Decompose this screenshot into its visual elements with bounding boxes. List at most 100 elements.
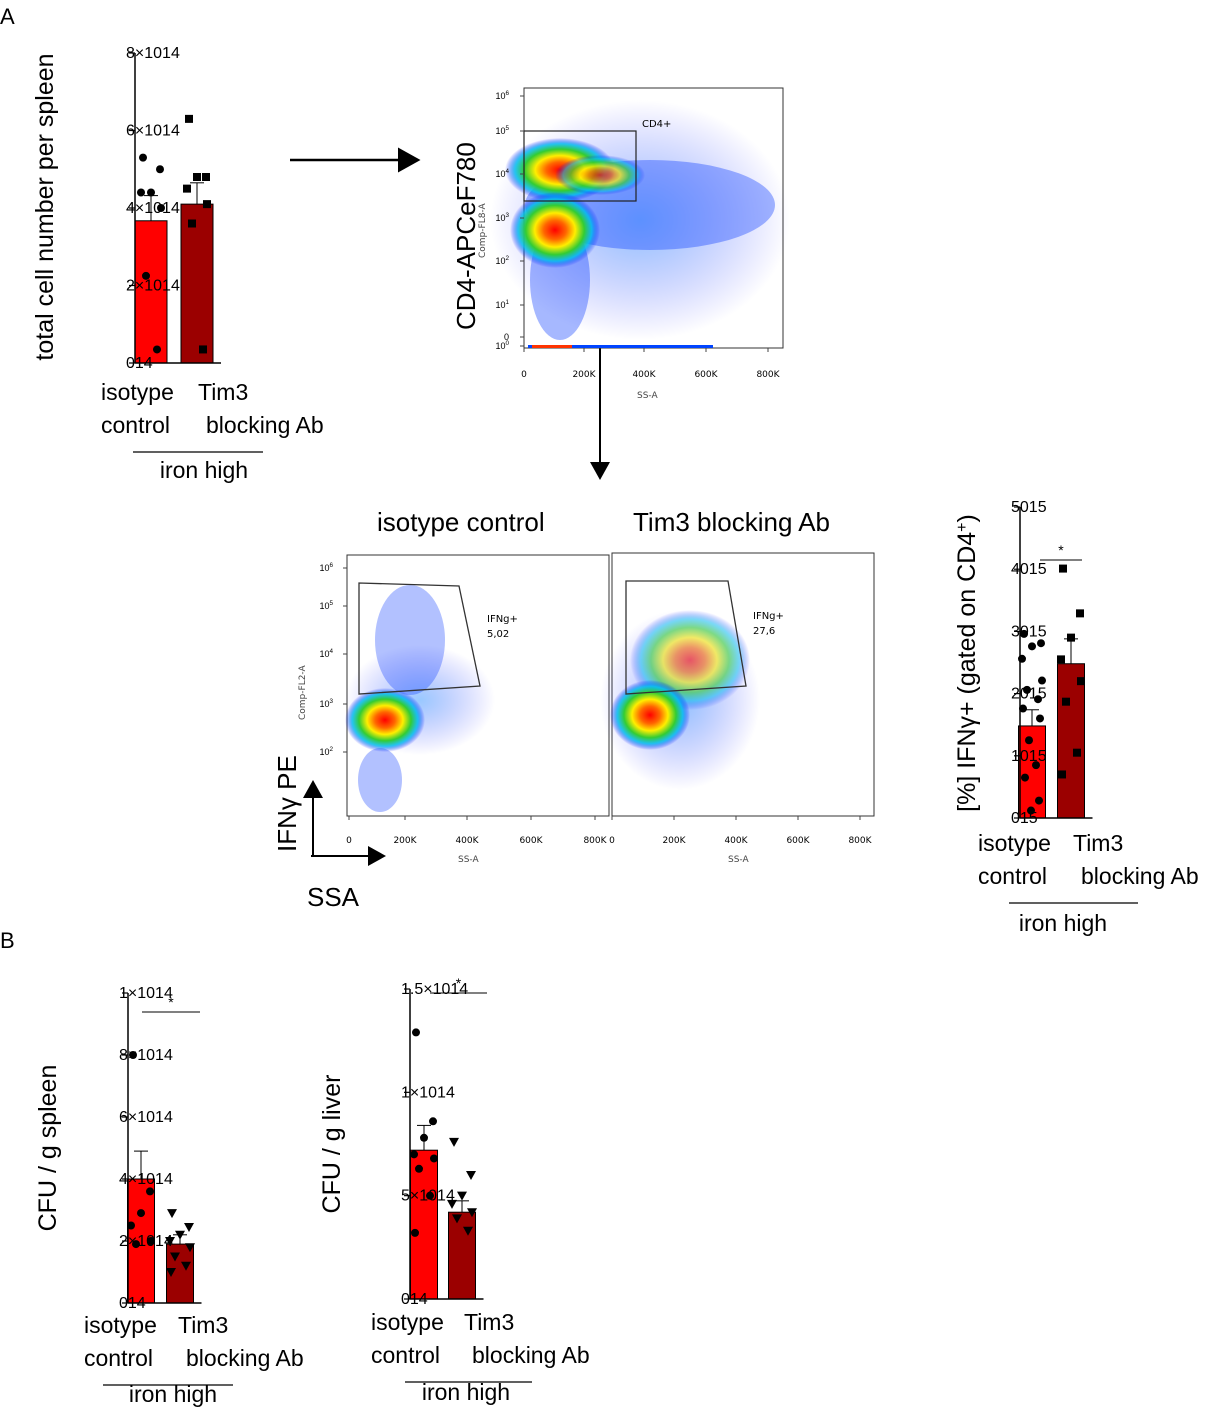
ifng_pct-group-label: iron high bbox=[1019, 910, 1107, 936]
ifng-blocking-gate-value: 27,6 bbox=[753, 626, 775, 637]
cd4-x-ticks: 0 200K 400K 600K 800K bbox=[521, 348, 781, 380]
ifng_pct-point bbox=[1035, 796, 1043, 805]
cd4-x-tick-label: 400K bbox=[632, 370, 656, 380]
ifng_pct-point bbox=[1077, 677, 1085, 686]
spleen_cells-point bbox=[156, 165, 164, 174]
text: 2×1014 bbox=[119, 1233, 173, 1250]
ifng_pct-point bbox=[1059, 564, 1067, 573]
cd4-axis-channel: Comp-FL8-A bbox=[478, 203, 488, 258]
spleen_cells-bar-blocking bbox=[180, 203, 214, 364]
cfu_liver-point bbox=[463, 1226, 473, 1236]
panel-label-a: A bbox=[0, 4, 15, 29]
cd4-negative-hotspot bbox=[510, 192, 600, 268]
spleen_cells-point bbox=[193, 173, 201, 181]
ifng_pct-point bbox=[1062, 697, 1070, 706]
cfu_spleen-point bbox=[175, 1230, 185, 1240]
cfu_spleen-point bbox=[166, 1268, 176, 1277]
cfu_liver-point bbox=[415, 1164, 423, 1173]
cfu_spleen-category-control-line1: isotype bbox=[84, 1312, 157, 1338]
spleen_cells-point bbox=[188, 219, 196, 228]
cd4-axis-title: CD4-APCeF780 bbox=[451, 142, 481, 330]
spleen_cells-category-control-line2: control bbox=[101, 412, 170, 438]
cd4-y-tick-label: 0 bbox=[504, 332, 509, 342]
cfu_liver-point bbox=[452, 1214, 462, 1224]
cfu_liver-point bbox=[467, 1208, 477, 1218]
cfu_spleen-point bbox=[170, 1252, 180, 1262]
cfu_liver-bar-blocking bbox=[448, 1211, 476, 1300]
ifng_pct-point bbox=[1020, 629, 1028, 638]
ifng-x-tick-label: 200K bbox=[662, 836, 686, 846]
cfu_spleen-category-blocking-line2: blocking Ab bbox=[186, 1345, 304, 1371]
ifng-blocking-x-channel: SS-A bbox=[728, 855, 749, 865]
cd4-x-channel: SS-A bbox=[637, 391, 658, 401]
chart-ifng-percent: 015 1015 2015 3015 4015 5015 * [%] IFNγ+ (gated… bbox=[953, 499, 1199, 936]
ifng_pct-point bbox=[1036, 714, 1044, 723]
spleen_cells-point bbox=[137, 188, 145, 197]
cfu_spleen-group-label: iron high bbox=[129, 1381, 217, 1407]
cfu_liver-point bbox=[430, 1154, 438, 1163]
panel-label-b: B bbox=[0, 928, 15, 953]
ifng-x-tick-label: 0 bbox=[346, 836, 352, 846]
ifng_pct-point bbox=[1021, 773, 1029, 782]
spleen_cells-point bbox=[202, 173, 210, 181]
spleen_cells-category-control-line1: isotype bbox=[101, 379, 174, 405]
text: 4×1014 bbox=[119, 1171, 173, 1188]
spleen_cells-point bbox=[183, 184, 191, 193]
cd4-y-tick-label: 100 bbox=[495, 340, 509, 351]
ifng-x-tick-label: 800K bbox=[583, 836, 607, 846]
cd4-x-tick-label: 200K bbox=[572, 370, 596, 380]
ifng_pct-point bbox=[1023, 685, 1031, 694]
ifng-y-tick-label: 106 bbox=[319, 562, 333, 573]
spleen_cells-point bbox=[185, 114, 193, 123]
ifng-y-ticks: 106 105 104 103 102 bbox=[319, 562, 347, 757]
ifng-x-tick-label: 400K bbox=[724, 836, 748, 846]
spleen_cells-category-blocking-line2: blocking Ab bbox=[206, 412, 324, 438]
cfu_liver-point bbox=[410, 1150, 418, 1159]
cfu_spleen-category-blocking-line1: Tim3 bbox=[178, 1312, 228, 1338]
text: 4×1014 bbox=[126, 200, 180, 217]
cd4-y-tick-label: 105 bbox=[495, 125, 509, 136]
cfu_liver-point bbox=[466, 1171, 476, 1180]
spleen_cells-y-axis-label: total cell number per spleen bbox=[31, 53, 59, 360]
cfu_spleen-point bbox=[137, 1209, 145, 1218]
text: 5×1014 bbox=[401, 1188, 455, 1205]
cfu_spleen-point bbox=[127, 1221, 135, 1230]
ifng-y-tick-label: 102 bbox=[319, 746, 333, 757]
ifng-pe-label: IFNγ PE bbox=[272, 755, 302, 852]
cfu_spleen-point bbox=[146, 1187, 154, 1196]
ifng-x-tick-label: 200K bbox=[393, 836, 417, 846]
text: 6×1014 bbox=[126, 123, 180, 140]
text: 8×1014 bbox=[119, 1047, 173, 1064]
cd4-x-tick-label: 0 bbox=[521, 370, 527, 380]
cfu_liver-point bbox=[429, 1117, 437, 1126]
cfu_liver-group-label: iron high bbox=[422, 1379, 510, 1405]
cd4-y-tick-label: 102 bbox=[495, 255, 509, 266]
spleen_cells-point bbox=[199, 345, 207, 354]
text: 1×1014 bbox=[401, 1084, 455, 1101]
cfu_liver-category-control-line1: isotype bbox=[371, 1309, 444, 1335]
ifng_pct-category-blocking-line2: blocking Ab bbox=[1081, 863, 1199, 889]
spleen_cells-point bbox=[203, 200, 211, 209]
ifng_pct-point bbox=[1034, 695, 1042, 704]
cfu_liver-category-blocking-line1: Tim3 bbox=[464, 1309, 514, 1335]
spleen_cells-bar-control bbox=[134, 220, 168, 364]
ifng_pct-point bbox=[1057, 655, 1065, 664]
cd4-x-tick-label: 600K bbox=[694, 370, 718, 380]
text: 4015 bbox=[1011, 561, 1047, 578]
cfu_spleen-point bbox=[167, 1209, 177, 1219]
ifng_pct-point bbox=[1018, 654, 1026, 663]
cfu_liver-point bbox=[426, 1191, 434, 1200]
ifng_pct-point bbox=[1058, 770, 1066, 779]
ifng_pct-significance-star: * bbox=[1058, 542, 1064, 558]
cd4-gate bbox=[523, 130, 637, 202]
cd4-y-tick-label: 106 bbox=[495, 90, 509, 101]
spleen_cells-point bbox=[153, 345, 161, 354]
cfu_liver-point bbox=[420, 1133, 428, 1142]
text: 1015 bbox=[1011, 748, 1047, 765]
ifng-blocking-gate-name: IFNg+ bbox=[753, 611, 784, 622]
ssa-label: SSA bbox=[307, 882, 360, 912]
ifng-x-tick-label: 600K bbox=[786, 836, 810, 846]
ifng-control-x-channel: SS-A bbox=[458, 855, 479, 865]
cfu_liver-category-control-line2: control bbox=[371, 1342, 440, 1368]
